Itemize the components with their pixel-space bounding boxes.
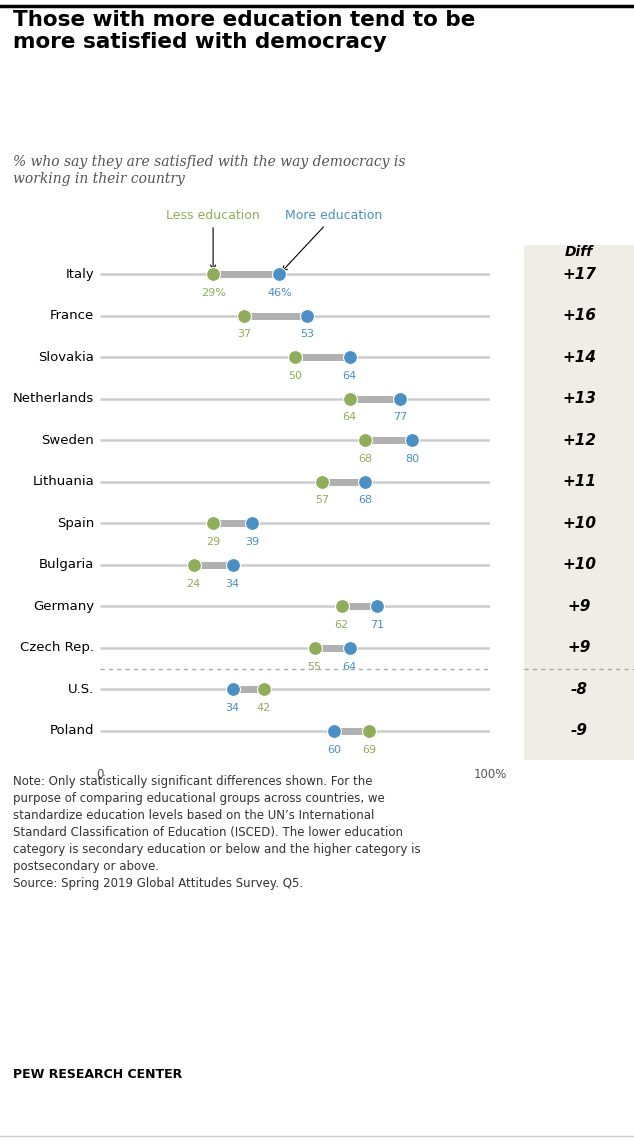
Text: +16: +16: [562, 308, 596, 323]
Text: 42: 42: [257, 703, 271, 713]
Text: 53: 53: [300, 329, 314, 339]
Text: +10: +10: [562, 557, 596, 572]
Text: Note: Only statistically significant differences shown. For the
purpose of compa: Note: Only statistically significant dif…: [13, 775, 420, 890]
Text: +9: +9: [567, 598, 591, 614]
Text: PEW RESEARCH CENTER: PEW RESEARCH CENTER: [13, 1068, 182, 1081]
Text: 62: 62: [335, 620, 349, 630]
Text: 64: 64: [342, 661, 357, 671]
Point: [290, 348, 300, 367]
Text: More education: More education: [282, 209, 383, 271]
Text: 34: 34: [226, 703, 240, 713]
Point: [247, 514, 257, 532]
Text: 80: 80: [405, 453, 419, 464]
Text: 37: 37: [237, 329, 251, 339]
Text: 55: 55: [307, 661, 321, 671]
Text: 64: 64: [342, 371, 357, 380]
Text: 50: 50: [288, 371, 302, 380]
Point: [344, 348, 354, 367]
Point: [360, 473, 370, 491]
Text: Bulgaria: Bulgaria: [39, 558, 94, 571]
Text: +10: +10: [562, 516, 596, 531]
Text: 60: 60: [327, 745, 341, 755]
Text: France: France: [50, 309, 94, 322]
Text: 29%: 29%: [201, 288, 226, 298]
Text: 68: 68: [358, 496, 372, 506]
Point: [228, 556, 238, 574]
Point: [309, 638, 320, 657]
Point: [329, 722, 339, 740]
Text: 71: 71: [370, 620, 384, 630]
Point: [302, 306, 312, 324]
Text: 69: 69: [362, 745, 376, 755]
Text: Sweden: Sweden: [41, 434, 94, 447]
Point: [407, 431, 417, 449]
Text: Italy: Italy: [65, 267, 94, 281]
Text: 34: 34: [226, 579, 240, 588]
Point: [208, 265, 218, 283]
Text: Lithuania: Lithuania: [32, 475, 94, 489]
Text: Spain: Spain: [57, 517, 94, 530]
Text: Diff: Diff: [565, 246, 593, 259]
Point: [259, 681, 269, 699]
Text: +12: +12: [562, 433, 596, 448]
Text: 29: 29: [206, 537, 220, 547]
Text: -9: -9: [571, 723, 588, 739]
Text: +17: +17: [562, 266, 596, 282]
Point: [317, 473, 327, 491]
Text: Netherlands: Netherlands: [13, 392, 94, 405]
Text: +14: +14: [562, 349, 596, 364]
Point: [372, 597, 382, 616]
Point: [275, 265, 285, 283]
Point: [208, 514, 218, 532]
Text: Those with more education tend to be
more satisfied with democracy: Those with more education tend to be mor…: [13, 10, 475, 53]
Text: Slovakia: Slovakia: [38, 351, 94, 363]
Text: -8: -8: [571, 682, 588, 697]
Text: 68: 68: [358, 453, 372, 464]
Point: [344, 638, 354, 657]
Text: 39: 39: [245, 537, 259, 547]
Text: 77: 77: [393, 412, 408, 423]
Text: Germany: Germany: [33, 600, 94, 613]
Point: [360, 431, 370, 449]
Point: [239, 306, 249, 324]
Point: [364, 722, 374, 740]
Point: [188, 556, 198, 574]
Text: % who say they are satisfied with the way democracy is
working in their country: % who say they are satisfied with the wa…: [13, 155, 405, 186]
Text: +9: +9: [567, 641, 591, 656]
Point: [337, 597, 347, 616]
Text: 57: 57: [315, 496, 329, 506]
Point: [344, 389, 354, 408]
Text: +13: +13: [562, 392, 596, 407]
Text: +11: +11: [562, 474, 596, 489]
Text: 24: 24: [186, 579, 201, 588]
Point: [228, 681, 238, 699]
Text: Poland: Poland: [49, 724, 94, 738]
Point: [395, 389, 405, 408]
Text: Czech Rep.: Czech Rep.: [20, 642, 94, 654]
Text: Less education: Less education: [166, 209, 260, 270]
Text: 64: 64: [342, 412, 357, 423]
Text: 46%: 46%: [267, 288, 292, 298]
Text: U.S.: U.S.: [68, 683, 94, 695]
